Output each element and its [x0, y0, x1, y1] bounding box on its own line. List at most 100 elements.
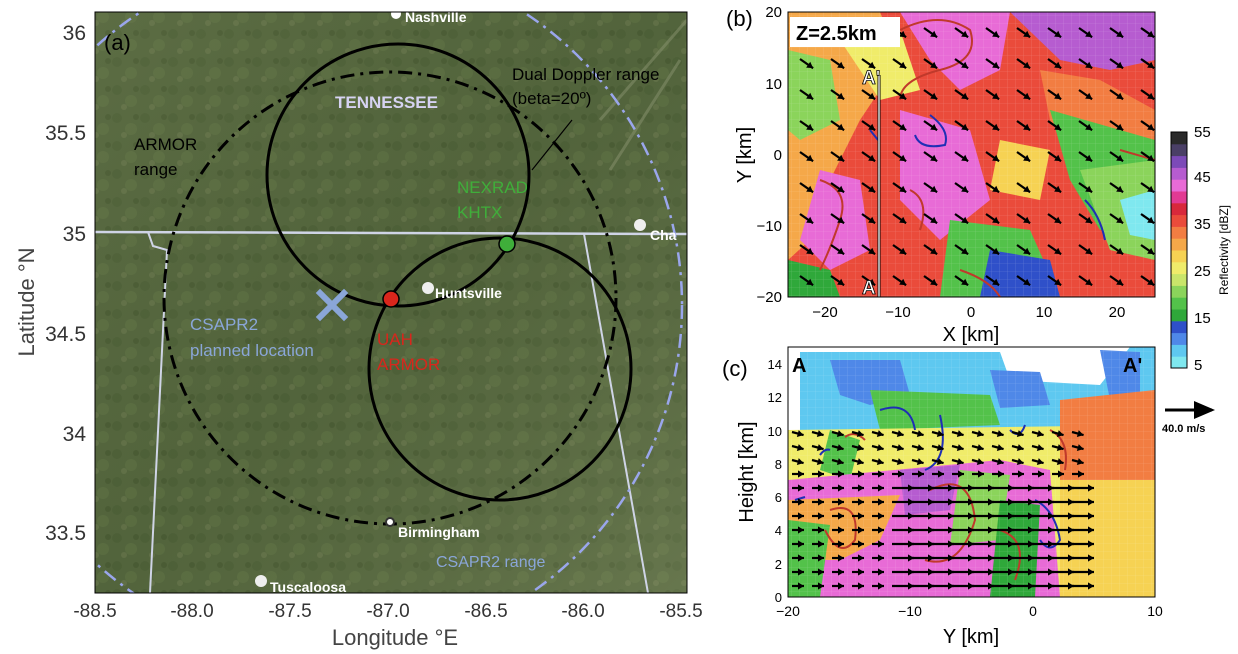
wind-vector-arrowhead: [1147, 247, 1155, 255]
colorbar-segment: [1171, 191, 1187, 204]
wind-vector-arrowhead: [899, 61, 907, 69]
wind-vector-arrowhead: [1088, 540, 1094, 548]
svg-text:0: 0: [774, 147, 782, 164]
wind-vector-arrowhead: [1008, 554, 1014, 562]
wind-vector-arrowhead: [961, 247, 969, 255]
svg-text:15: 15: [1194, 310, 1211, 327]
wind-vector-arrowhead: [998, 470, 1004, 478]
wind-vector-arrowhead: [1028, 554, 1034, 562]
wind-vector-arrowhead: [1068, 582, 1074, 590]
wind-vector-arrowhead: [798, 512, 804, 520]
wind-vector-arrowhead: [838, 540, 844, 548]
panel-c-right-label: A': [1123, 355, 1142, 377]
wind-vector-arrowhead: [818, 568, 824, 576]
wind-vector-arrowhead: [968, 554, 974, 562]
wind-vector-arrowhead: [837, 154, 845, 162]
wind-vector-arrowhead: [836, 430, 844, 438]
wind-vector-arrowhead: [1028, 568, 1034, 576]
wind-vector-arrowhead: [1008, 484, 1014, 492]
wind-vector-arrowhead: [1054, 30, 1062, 38]
wind-vector-arrowhead: [1056, 444, 1064, 452]
wind-vector-arrowhead: [798, 540, 804, 548]
wind-vector-arrowhead: [1085, 92, 1093, 100]
wind-vector-arrowhead: [992, 247, 1000, 255]
wind-vector-arrowhead: [1085, 61, 1093, 69]
wind-vector-arrowhead: [930, 278, 938, 286]
wind-vector-arrowhead: [1078, 470, 1084, 478]
wind-vector-arrowhead: [961, 61, 969, 69]
wind-vector-arrowhead: [1048, 540, 1054, 548]
wind-vector-arrowhead: [1016, 444, 1024, 452]
svg-text:14: 14: [768, 357, 782, 372]
wind-vector-arrowhead: [1056, 430, 1064, 438]
svg-text:-86.5: -86.5: [464, 601, 507, 622]
wind-vector-arrowhead: [868, 216, 876, 224]
wind-vector-arrowhead: [837, 278, 845, 286]
wind-vector-arrowhead: [968, 526, 974, 534]
wind-vector-arrowhead: [992, 92, 1000, 100]
wind-vector-arrowhead: [1023, 216, 1031, 224]
svg-text:20: 20: [1109, 304, 1126, 321]
wind-vector-arrowhead: [899, 92, 907, 100]
wind-vector-arrowhead: [838, 512, 844, 520]
wind-vector-arrowhead: [858, 554, 864, 562]
wind-vector-arrowhead: [837, 216, 845, 224]
wind-vector-arrowhead: [928, 540, 934, 548]
wind-vector-arrowhead: [961, 30, 969, 38]
wind-vector-arrowhead: [1058, 470, 1064, 478]
wind-vector-arrowhead: [908, 498, 914, 506]
state-border-line: [95, 230, 687, 236]
armor-site-marker: [382, 290, 400, 308]
wind-vector-arrowhead: [1056, 458, 1064, 466]
wind-vector-arrowhead: [816, 430, 824, 438]
wind-vector-arrowhead: [899, 216, 907, 224]
wind-vector-arrowhead: [818, 526, 824, 534]
annotation-csapr2-range: CSAPR2 range: [436, 554, 545, 571]
wind-vector-arrowhead: [806, 154, 814, 162]
wind-vector-arrowhead: [796, 444, 804, 452]
wind-vector-arrowhead: [1008, 582, 1014, 590]
wind-vector-arrowhead: [1054, 185, 1062, 193]
wind-vector-arrowhead: [928, 484, 934, 492]
wind-vector-arrowhead: [878, 484, 884, 492]
svg-text:10: 10: [1036, 304, 1053, 321]
svg-text:5: 5: [1194, 357, 1202, 374]
wind-vector-arrowhead: [1028, 498, 1034, 506]
wind-vector-arrowhead: [968, 512, 974, 520]
colorbar-segment: [1171, 250, 1187, 263]
wind-vector-arrowhead: [930, 185, 938, 193]
wind-vector-arrowhead: [856, 444, 864, 452]
annotation-uah-2: ARMOR: [377, 355, 440, 374]
wind-vector-arrowhead: [878, 512, 884, 520]
wind-vector-arrowhead: [930, 92, 938, 100]
wind-vector-arrowhead: [928, 582, 934, 590]
wind-vector-arrowhead: [1088, 582, 1094, 590]
wind-vector-arrowhead: [918, 470, 924, 478]
section-label-bottom: A: [862, 278, 876, 299]
wind-vector-arrowhead: [818, 582, 824, 590]
wind-vector-arrowhead: [868, 61, 876, 69]
city-marker: [422, 282, 434, 294]
wind-vector-arrowhead: [896, 458, 904, 466]
colorbar-segment: [1171, 285, 1187, 298]
wind-vector-arrowhead: [1008, 568, 1014, 576]
wind-vector-arrowhead: [868, 185, 876, 193]
wind-vector-arrowhead: [968, 540, 974, 548]
wind-vectors: [799, 27, 1155, 287]
svg-text:0: 0: [775, 590, 782, 605]
wind-vector-arrowhead: [988, 526, 994, 534]
city-marker: [385, 517, 395, 527]
wind-vector-arrowhead: [956, 430, 964, 438]
wind-vector-arrowhead: [899, 154, 907, 162]
wind-vector-arrowhead: [992, 278, 1000, 286]
wind-vector-arrowhead: [899, 185, 907, 193]
wind-vector-arrowhead: [1068, 484, 1074, 492]
wind-vector-arrowhead: [1147, 30, 1155, 38]
panel-a-xaxis: -88.5 -88.0 -87.5 -87.0 -86.5 -86.0 -85.…: [73, 601, 702, 622]
svg-text:-86.0: -86.0: [561, 601, 604, 622]
wind-vector-arrowhead: [1036, 458, 1044, 466]
wind-vector-arrowhead: [858, 512, 864, 520]
wind-vector-arrowhead: [956, 444, 964, 452]
wind-vector-arrowhead: [899, 247, 907, 255]
